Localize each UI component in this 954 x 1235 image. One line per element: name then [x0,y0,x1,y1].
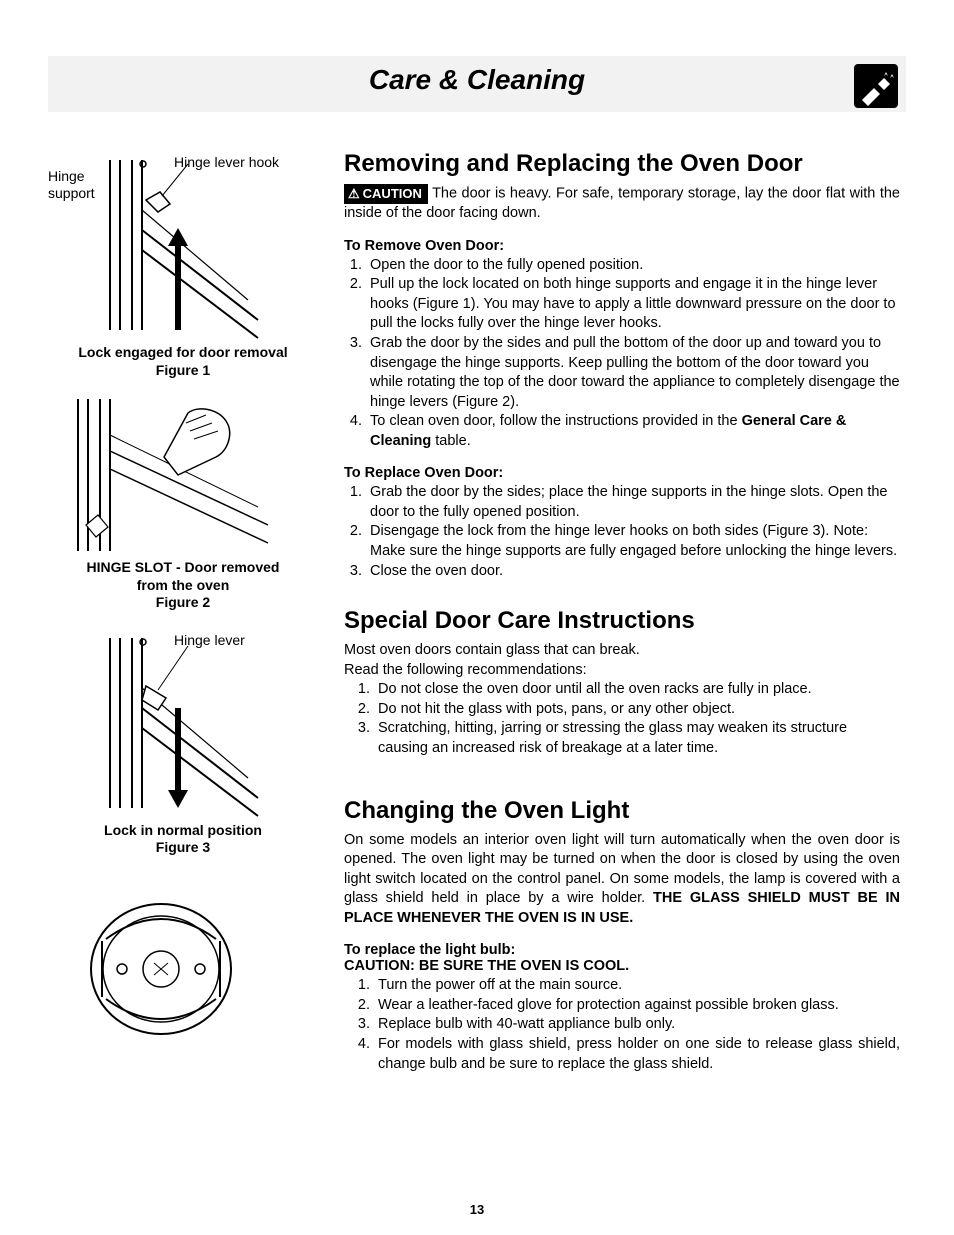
section3-heading: Changing the Oven Light [344,797,900,825]
fig1-hinge-support-label: Hinge support [48,168,95,202]
fig2-cap1: HINGE SLOT - Door removed [87,559,280,575]
section1-heading: Removing and Replacing the Oven Door [344,150,900,178]
fig1-cap1: Lock engaged for door removal [78,344,287,360]
remove-subhead: To Remove Oven Door: [344,238,900,254]
section2-intro1: Most oven doors contain glass that can b… [344,641,900,661]
replace-steps: Grab the door by the sides; place the hi… [344,483,900,581]
fig2-cap2: from the oven [137,577,230,593]
fig3-cap2: Figure 3 [156,839,210,855]
replace-step: Close the oven door. [366,562,900,582]
doorcare-step: Scratching, hitting, jarring or stressin… [374,719,900,758]
figure-1-caption: Lock engaged for door removal Figure 1 [48,344,318,379]
figure-2-caption: HINGE SLOT - Door removed from the oven … [48,559,318,612]
doorcare-step: Do not close the oven door until all the… [374,680,900,700]
doorcare-step: Do not hit the glass with pots, pans, or… [374,700,900,720]
bulb-step: Replace bulb with 40-watt appliance bulb… [374,1015,900,1035]
fig3-cap1: Lock in normal position [104,822,262,838]
replace-step: Grab the door by the sides; place the hi… [366,483,900,522]
section2-steps: Do not close the oven door until all the… [344,680,900,758]
figure-2 [68,395,318,555]
section3-intro: On some models an interior oven light wi… [344,831,900,929]
remove-step: Open the door to the fully opened positi… [366,256,900,276]
replace-step: Disengage the lock from the hinge lever … [366,522,900,561]
section2-heading: Special Door Care Instructions [344,607,900,635]
figure-1: Hinge support Hinge lever hook [48,150,318,340]
bulb-step: For models with glass shield, press hold… [374,1035,900,1074]
remove-step: To clean oven door, follow the instructi… [366,412,900,451]
section3-steps: Turn the power off at the main source. W… [344,976,900,1074]
bulb-step: Wear a leather-faced glove for protectio… [374,996,900,1016]
remove-step: Grab the door by the sides and pull the … [366,334,900,412]
cleaning-icon [854,64,898,108]
fig2-cap3: Figure 2 [156,594,210,610]
figure-bulb [76,889,318,1054]
replace-subhead: To Replace Oven Door: [344,465,900,481]
bulb-step: Turn the power off at the main source. [374,976,900,996]
bulb-sub1: To replace the light bulb: [344,942,900,958]
page-title: Care & Cleaning [0,64,954,96]
figure-3-caption: Lock in normal position Figure 3 [48,822,318,857]
page-number: 13 [0,1202,954,1217]
figure-3: Hinge lever [48,628,318,818]
remove-step: Pull up the lock located on both hinge s… [366,275,900,334]
right-column: Removing and Replacing the Oven Door CAU… [344,150,900,1074]
bulb-sub2: CAUTION: BE SURE THE OVEN IS COOL. [344,958,900,974]
section2-intro2: Read the following recommendations: [344,661,900,681]
caution-badge: CAUTION [344,184,428,204]
fig1-cap2: Figure 1 [156,362,210,378]
caution-paragraph: CAUTION The door is heavy. For safe, tem… [344,184,900,224]
left-column: Hinge support Hinge lever hook Lock enga… [48,150,318,1054]
remove-steps: Open the door to the fully opened positi… [344,256,900,452]
caution-text: The door is heavy. For safe, temporary s… [344,186,900,222]
